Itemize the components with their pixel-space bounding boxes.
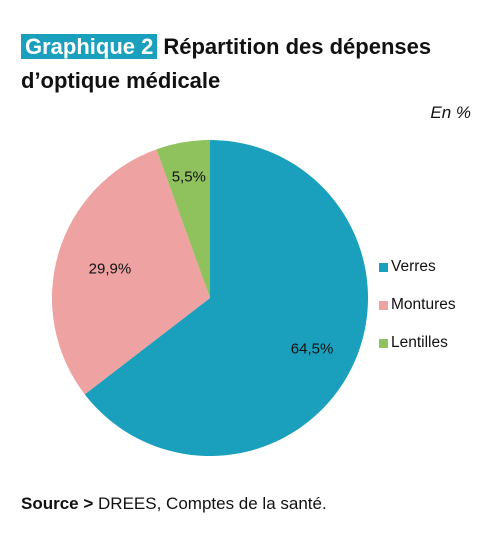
legend-item-verres: Verres: [379, 257, 456, 277]
legend-label: Montures: [391, 296, 456, 313]
data-label-montures: 29,9%: [89, 261, 132, 278]
pie-slice-verres: [84, 140, 369, 457]
legend-item-montures: Montures: [379, 295, 456, 315]
legend-swatch: [379, 262, 388, 272]
chart-legend: Verres Montures Lentilles: [379, 257, 456, 371]
unit-label: En %: [430, 103, 471, 122]
pie-slice-lentilles: [156, 140, 210, 298]
chart-title: Répartition des dépenses d’optique médic…: [21, 34, 432, 93]
source-text: DREES, Comptes de la santé.: [98, 494, 327, 513]
pie-data-labels: 64,5% 29,9% 5,5%: [89, 169, 334, 358]
data-label-lentilles: 5,5%: [172, 169, 206, 186]
data-label-verres: 64,5%: [291, 340, 334, 357]
pie-slice-montures: [52, 149, 211, 395]
chart-number-badge: Graphique 2: [21, 34, 158, 59]
legend-label: Verres: [391, 258, 436, 275]
legend-swatch: [379, 338, 388, 348]
source-label: Source >: [21, 494, 94, 513]
legend-item-lentilles: Lentilles: [379, 333, 456, 353]
legend-swatch: [379, 300, 388, 310]
legend-label: Lentilles: [391, 334, 448, 351]
chart-header: Graphique 2 Répartition des dépenses d’op…: [21, 30, 481, 98]
source-note: Source > DREES, Comptes de la santé.: [21, 494, 327, 514]
pie-slices: [52, 140, 369, 457]
